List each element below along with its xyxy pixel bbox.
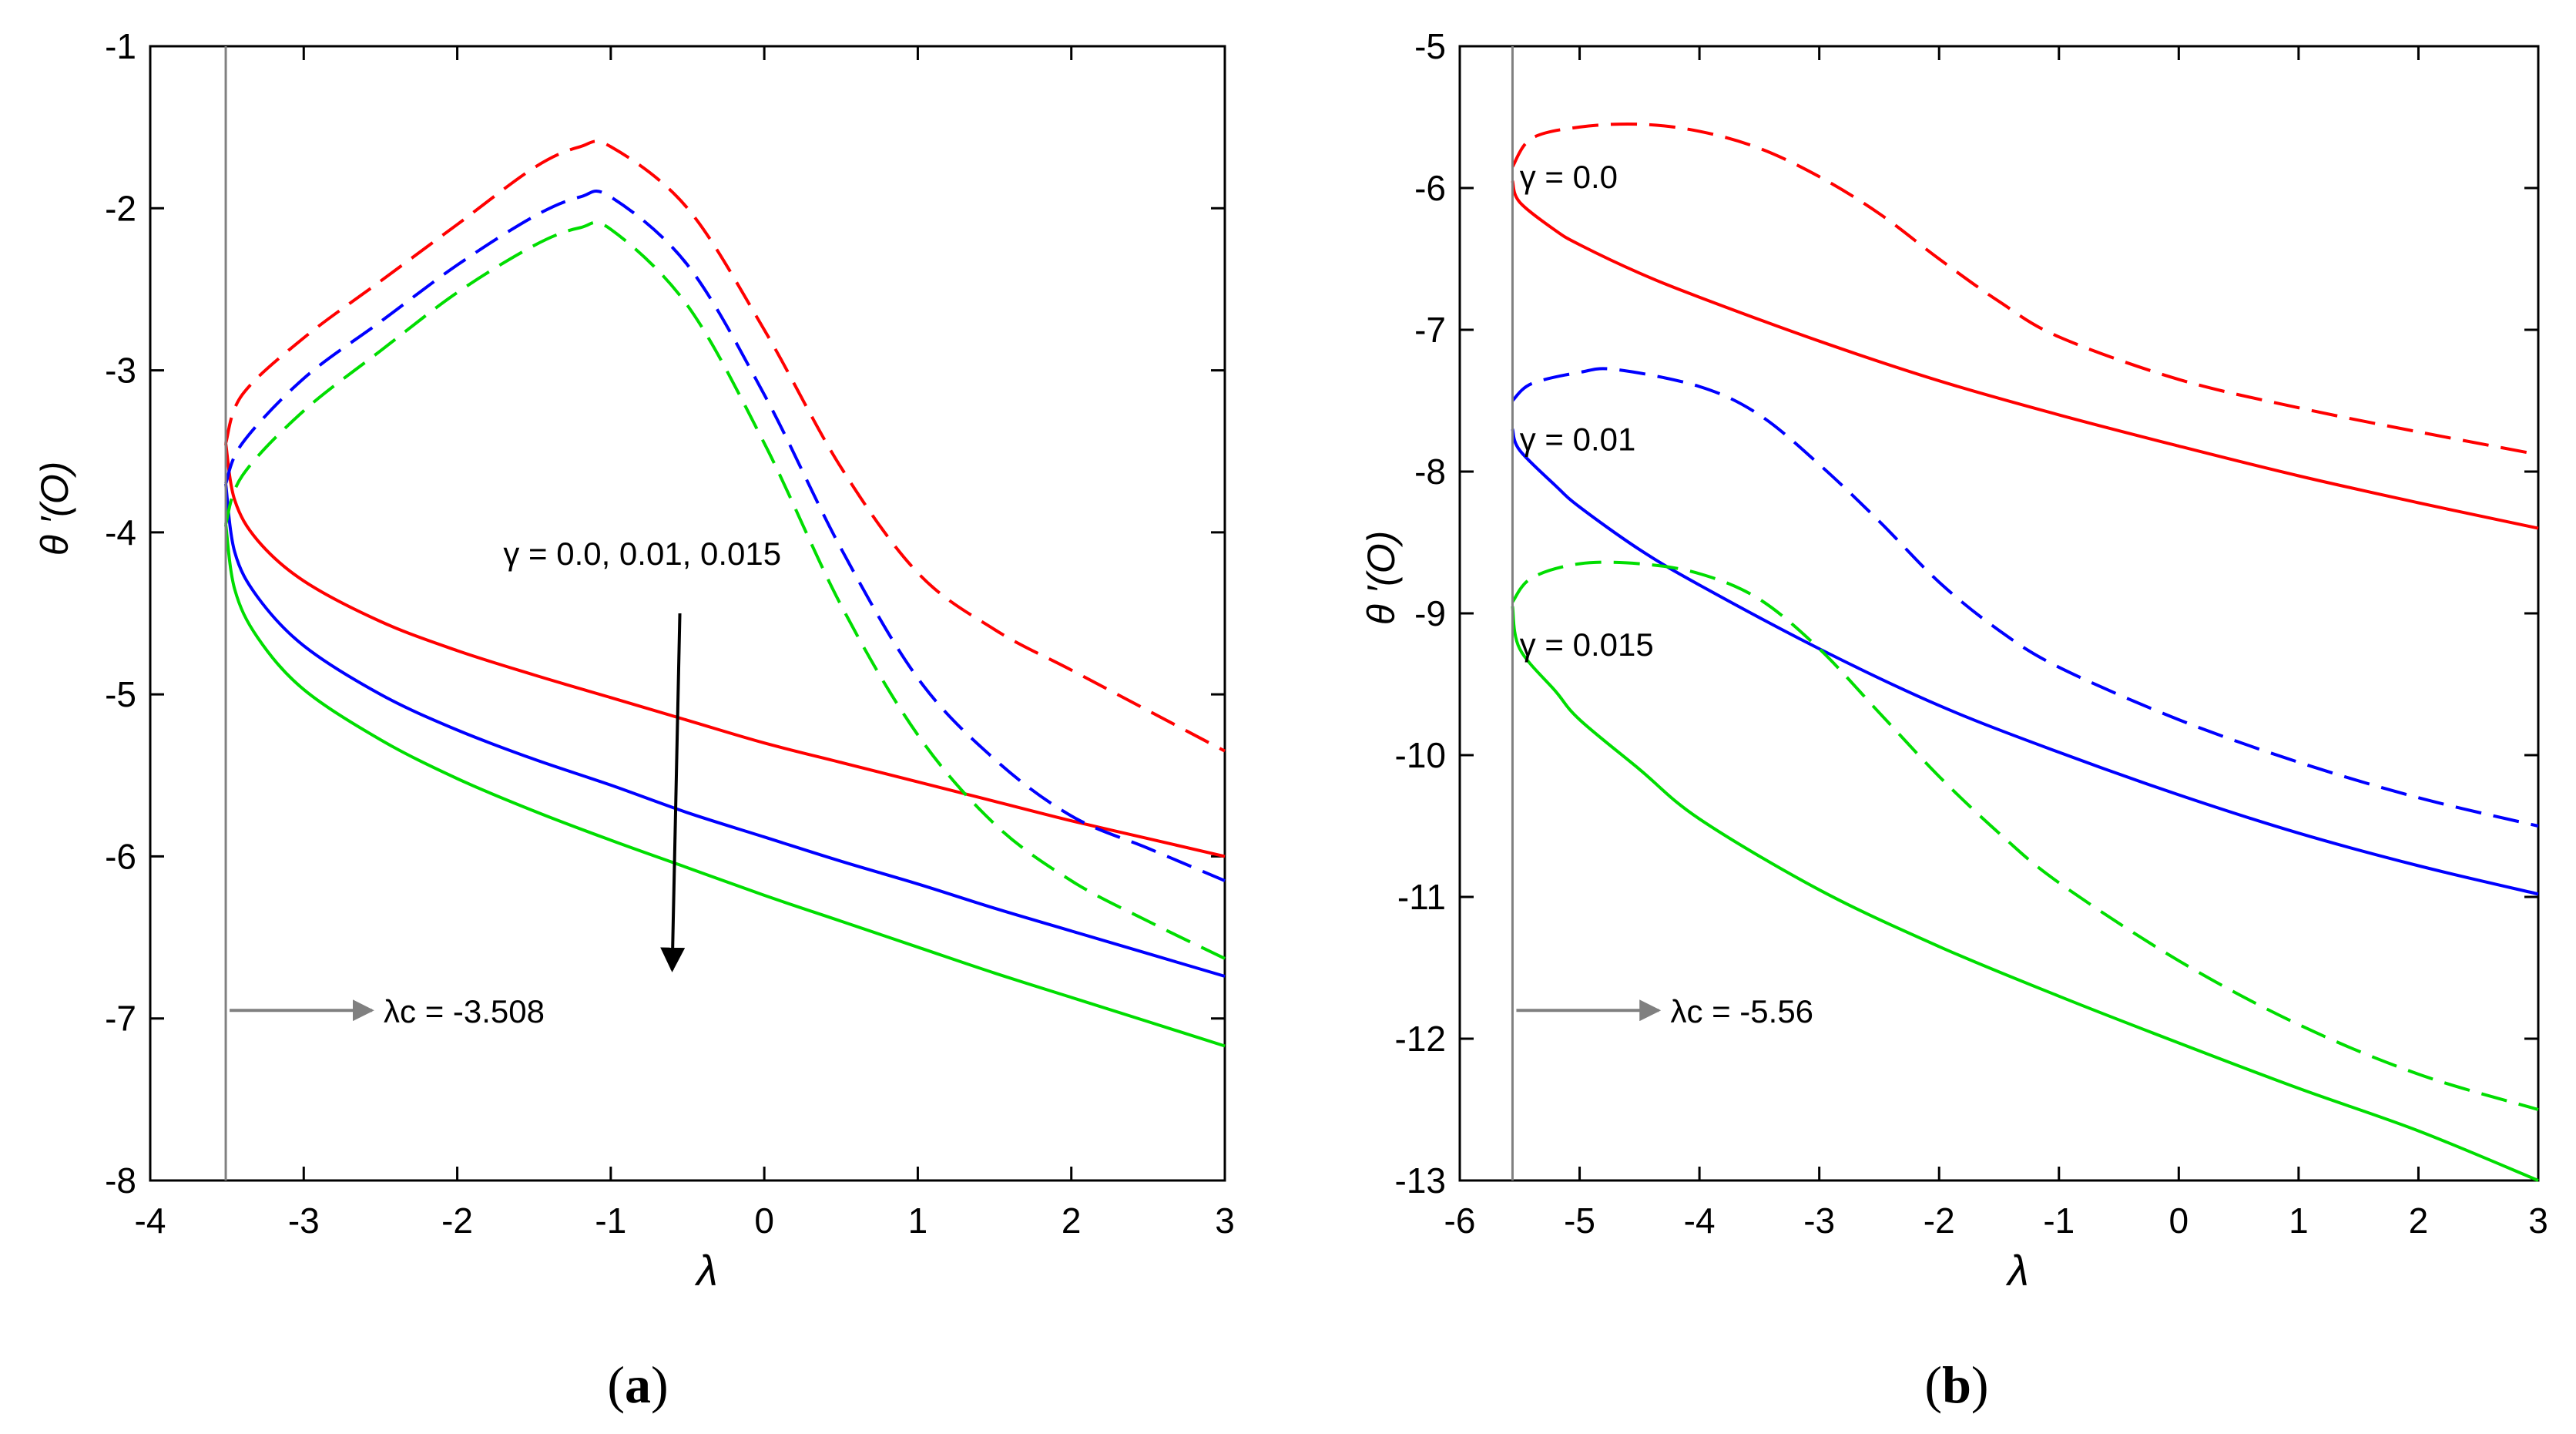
series-line-b-1 <box>1511 428 2539 896</box>
y-tick-label-a-4: -4 <box>105 512 136 552</box>
panel-letter-b: b <box>1942 1355 1971 1414</box>
x-tick-group-a: -4 -3 -2 -1 0 1 2 3 <box>135 46 1235 1241</box>
series-line-a-0 <box>224 442 1226 858</box>
panel-label-a: (a) <box>607 1355 668 1414</box>
critical-label-a: λc = -3.508 <box>384 993 545 1029</box>
y-tick-label-a-3: -5 <box>105 674 136 714</box>
x-tick-label-a-3: -1 <box>595 1201 626 1241</box>
y-tick-group-a: -8 -7 -6 -5 -4 -3 -2 -1 <box>105 26 1225 1201</box>
y-tick-label-b-1: -12 <box>1395 1019 1446 1059</box>
y-tick-label-a-0: -8 <box>105 1160 136 1201</box>
gamma-annotation-b-0: γ = 0.0 <box>1520 159 1618 195</box>
y-axis-title-b: θ ′(O) <box>1360 531 1403 626</box>
x-tick-label-b-0: -6 <box>1444 1201 1476 1241</box>
x-tick-label-b-2: -4 <box>1684 1201 1716 1241</box>
series-line-b-3 <box>1511 122 2539 456</box>
x-tick-label-b-9: 3 <box>2528 1201 2548 1241</box>
x-tick-label-a-2: -2 <box>441 1201 473 1241</box>
x-tick-label-a-5: 1 <box>908 1201 928 1241</box>
series-line-b-2 <box>1511 606 2539 1182</box>
series-line-a-3 <box>224 139 1226 753</box>
y-tick-label-a-7: -1 <box>105 26 136 66</box>
panel-b: -13-12-11-10-9-8-7-6-5 -6 -5 -4 -3 -2 -1 0 1 2 3 … <box>1360 26 2548 1414</box>
series-group-a <box>224 139 1226 1048</box>
x-tick-label-b-5: -1 <box>2043 1201 2075 1241</box>
y-tick-group-b: -13 -12 -11 -10 -9 -8 -7 -6 -5 <box>1395 26 2538 1201</box>
series-line-b-0 <box>1511 180 2539 530</box>
gamma-arrow-a <box>660 613 686 972</box>
y-tick-label-b-3: -10 <box>1395 735 1446 775</box>
x-tick-label-a-0: -4 <box>135 1201 166 1241</box>
plot-frame-a <box>149 45 1226 1182</box>
y-tick-label-b-7: -6 <box>1414 168 1446 208</box>
series-line-a-2 <box>224 524 1226 1048</box>
gamma-annotation-a: γ = 0.0, 0.01, 0.015 <box>503 536 781 572</box>
series-group-b <box>1511 122 2539 1182</box>
series-line-a-1 <box>224 483 1226 978</box>
x-tick-group-b: -6 -5 -4 -3 -2 -1 0 1 2 3 <box>1444 46 2548 1241</box>
panel-letter-a: a <box>625 1355 651 1414</box>
x-axis-title-a: λ <box>694 1246 718 1295</box>
gamma-annotation-b-2: γ = 0.015 <box>1520 626 1654 663</box>
series-line-a-4 <box>224 190 1226 882</box>
x-tick-label-b-1: -5 <box>1564 1201 1595 1241</box>
y-tick-label-b-0: -13 <box>1395 1160 1446 1201</box>
x-tick-label-b-4: -2 <box>1924 1201 1955 1241</box>
y-tick-label-a-6: -2 <box>105 188 136 228</box>
panel-a: -8 -7 -6 -5 -4 -3 -2 -1 -4 -3 -2 -1 0 1 2 3 λc = -3.50… <box>33 26 1235 1414</box>
y-tick-label-b-4: -9 <box>1414 593 1446 633</box>
y-axis-title-a: θ ′(O) <box>33 462 76 556</box>
y-tick-label-a-1: -7 <box>105 999 136 1039</box>
x-axis-title-b: λ <box>2005 1246 2029 1295</box>
x-tick-label-a-1: -3 <box>288 1201 320 1241</box>
x-tick-label-b-7: 1 <box>2289 1201 2309 1241</box>
panel-label-b: (b) <box>1924 1355 1988 1414</box>
y-tick-label-b-6: -7 <box>1414 310 1446 350</box>
y-tick-label-b-8: -5 <box>1414 26 1446 66</box>
x-tick-label-b-8: 2 <box>2409 1201 2429 1241</box>
x-tick-label-a-6: 2 <box>1062 1201 1082 1241</box>
series-line-b-4 <box>1511 367 2539 828</box>
y-tick-label-a-5: -3 <box>105 351 136 391</box>
y-tick-label-b-5: -8 <box>1414 452 1446 492</box>
y-tick-label-a-2: -6 <box>105 836 136 876</box>
y-tick-label-b-2: -11 <box>1397 877 1446 917</box>
x-tick-label-a-7: 3 <box>1215 1201 1235 1241</box>
x-tick-label-b-6: 0 <box>2169 1201 2189 1241</box>
series-line-a-5 <box>224 220 1226 960</box>
x-tick-label-b-3: -3 <box>1803 1201 1835 1241</box>
series-line-b-5 <box>1511 560 2539 1111</box>
critical-label-b: λc = -5.56 <box>1670 993 1813 1029</box>
gamma-annotation-b-1: γ = 0.01 <box>1520 421 1636 457</box>
x-tick-label-a-4: 0 <box>754 1201 774 1241</box>
